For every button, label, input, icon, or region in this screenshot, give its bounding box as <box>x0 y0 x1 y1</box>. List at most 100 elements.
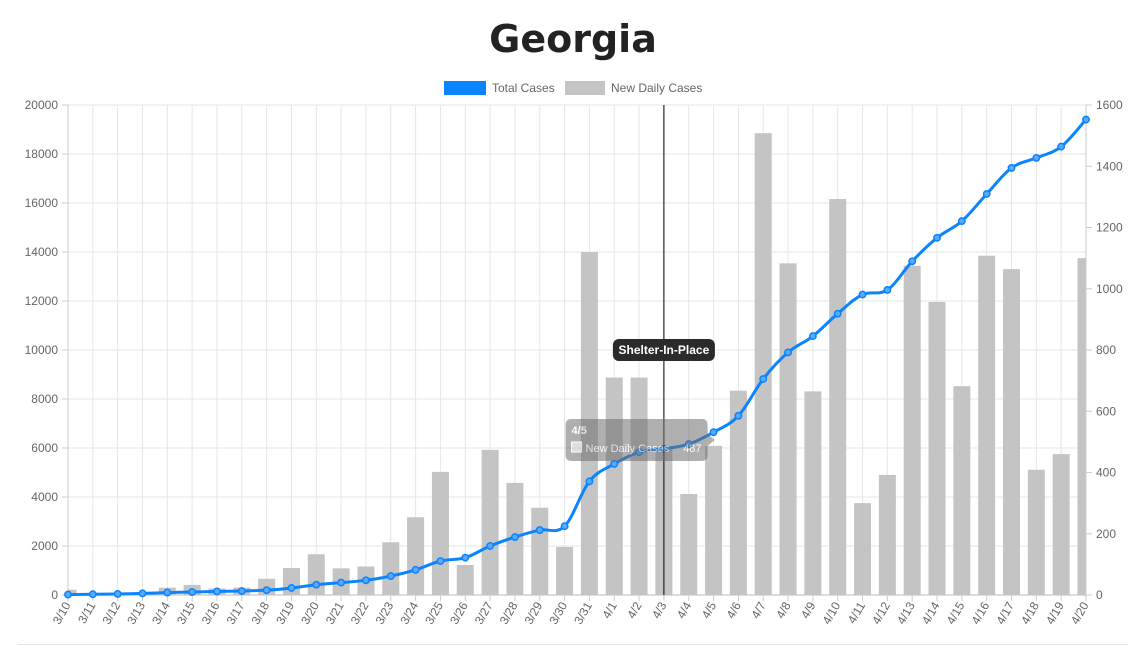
bar-new-daily-cases <box>903 265 921 595</box>
total-cases-point <box>759 375 768 383</box>
x-tick-label: 4/11 <box>845 599 869 626</box>
total-cases-point <box>163 588 172 597</box>
x-tick-label: 4/14 <box>919 599 943 627</box>
x-tick-label: 4/1 <box>599 599 620 621</box>
x-tick-label: 3/16 <box>199 599 223 627</box>
y-left-tick-label: 16000 <box>25 196 59 210</box>
legend-item-total-cases[interactable]: Total Cases <box>444 81 555 95</box>
bar-new-daily-cases <box>407 517 425 595</box>
total-cases-point <box>908 257 917 266</box>
y-left-tick-label: 6000 <box>31 441 58 455</box>
shelter-in-place-annotation: Shelter-In-Place <box>612 105 715 595</box>
y-left-tick-label: 4000 <box>31 490 58 504</box>
total-cases-point <box>1057 142 1066 151</box>
legend: Total Cases New Daily Cases <box>444 81 702 95</box>
y-right-tick-label: 800 <box>1096 343 1116 357</box>
y-left-tick-label: 2000 <box>31 539 58 553</box>
annotation-label: Shelter-In-Place <box>619 343 710 357</box>
y-left-tick-label: 12000 <box>25 294 59 308</box>
total-cases-point <box>510 533 519 541</box>
bottom-divider <box>18 644 1128 645</box>
total-cases-point <box>213 587 221 596</box>
legend-swatch-new-daily-cases <box>565 81 605 95</box>
bar-new-daily-cases <box>1077 258 1086 595</box>
total-cases-point <box>362 576 370 585</box>
bar-new-daily-cases <box>1003 269 1021 595</box>
y-left-tick-label: 8000 <box>31 392 58 406</box>
x-tick-label: 4/10 <box>820 599 844 627</box>
total-cases-point <box>858 290 867 299</box>
bar-new-daily-cases <box>804 391 822 595</box>
x-tick-label: 3/19 <box>273 599 297 627</box>
bar-new-daily-cases <box>431 471 449 595</box>
y-right-tick-label: 1200 <box>1096 221 1123 235</box>
bar-new-daily-cases <box>779 263 797 595</box>
bar-new-daily-cases <box>705 445 723 595</box>
x-tick-label: 3/22 <box>348 599 372 627</box>
x-tick-label: 4/6 <box>724 599 745 621</box>
y-left-tick-label: 0 <box>51 588 58 602</box>
y-right-tick-label: 200 <box>1096 527 1116 541</box>
total-cases-point <box>64 590 72 599</box>
tooltip: 4/5 New Daily Cases 487 <box>565 419 715 461</box>
bar-new-daily-cases <box>854 503 872 595</box>
bar-new-daily-cases <box>382 542 400 595</box>
tooltip-item-value: 487 <box>683 443 701 455</box>
total-cases-point <box>585 477 594 486</box>
bar-new-daily-cases <box>1027 469 1045 595</box>
total-cases-point <box>262 586 271 595</box>
x-tick-label: 3/28 <box>497 599 521 627</box>
total-cases-point <box>535 526 544 535</box>
y-left-tick-label: 10000 <box>25 343 59 357</box>
x-tick-label: 4/16 <box>968 599 992 627</box>
bar-new-daily-cases <box>1052 454 1070 595</box>
total-cases-point <box>312 580 321 589</box>
x-tick-label: 3/23 <box>373 599 397 627</box>
total-cases-point <box>933 233 941 242</box>
x-tick-label: 3/26 <box>447 599 471 627</box>
y-right-tick-label: 1600 <box>1096 98 1123 112</box>
bar-new-daily-cases <box>630 377 648 595</box>
total-cases-point <box>461 553 470 562</box>
bar-new-daily-cases <box>928 301 946 595</box>
total-cases-point <box>436 557 445 565</box>
x-tick-label: 4/12 <box>869 599 893 627</box>
tooltip-title: 4/5 <box>572 425 587 437</box>
y-right-tick-label: 400 <box>1096 466 1116 480</box>
chart-title: Georgia <box>489 17 657 61</box>
x-tick-label: 3/29 <box>522 599 546 627</box>
bar-new-daily-cases <box>978 255 996 596</box>
x-tick-label: 4/7 <box>748 599 769 621</box>
total-cases-point <box>386 572 395 581</box>
x-tick-label: 3/20 <box>298 599 322 627</box>
total-cases-point <box>337 578 346 587</box>
total-cases-point <box>188 588 197 596</box>
tooltip-box <box>565 419 708 461</box>
y-left-tick-label: 20000 <box>25 98 59 112</box>
bar-new-daily-cases <box>307 554 325 595</box>
total-cases-point <box>957 217 966 226</box>
bar-new-daily-cases <box>829 199 847 596</box>
x-tick-label: 4/8 <box>773 599 794 621</box>
x-tick-label: 4/2 <box>624 599 645 621</box>
bar-new-daily-cases <box>680 493 698 595</box>
y-right-tick-label: 0 <box>1096 588 1103 602</box>
x-tick-label: 3/11 <box>75 599 99 626</box>
x-tick-label: 4/19 <box>1043 599 1067 627</box>
total-cases-point <box>808 332 817 341</box>
total-cases-point <box>287 584 296 592</box>
total-cases-point <box>237 587 246 595</box>
y-right-tick-label: 1000 <box>1096 282 1123 296</box>
bar-new-daily-cases <box>556 546 574 595</box>
x-tick-label: 3/12 <box>99 599 123 627</box>
x-tick-label: 3/27 <box>472 599 496 627</box>
x-tick-label: 3/25 <box>422 599 446 627</box>
total-cases-point <box>610 460 619 468</box>
legend-label-new-daily-cases: New Daily Cases <box>611 81 702 95</box>
total-cases-point <box>1032 153 1041 162</box>
total-cases-point <box>784 348 792 357</box>
total-cases-point <box>113 590 122 598</box>
legend-item-new-daily-cases[interactable]: New Daily Cases <box>565 81 702 95</box>
x-tick-label: 3/13 <box>124 599 148 627</box>
